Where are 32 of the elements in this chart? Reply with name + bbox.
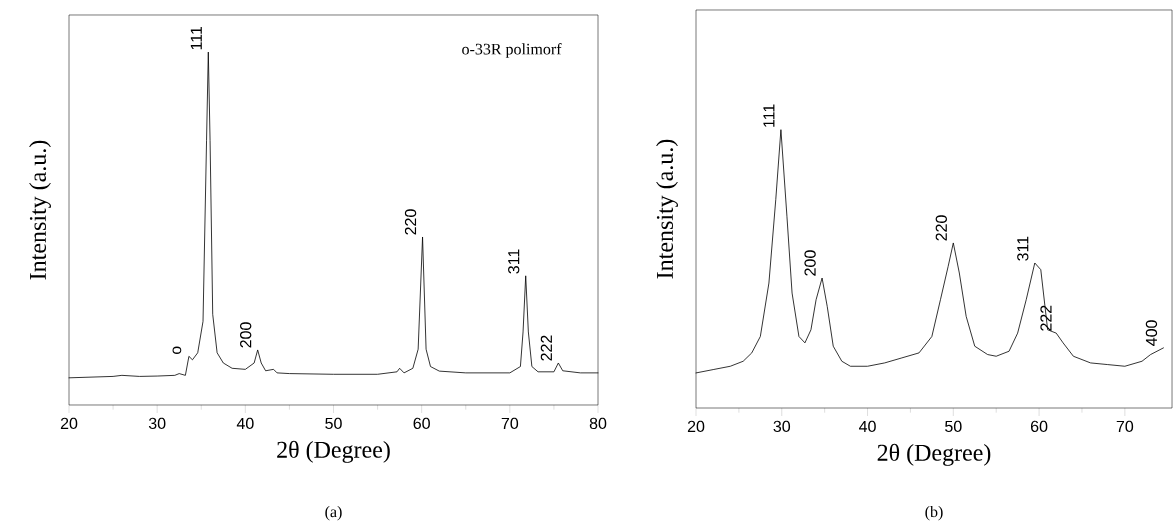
x-tick-label: 80 <box>589 417 607 430</box>
x-axis-title: 2θ (Degree) <box>877 443 991 466</box>
text: (a) <box>325 505 342 521</box>
annotation: o <box>172 346 182 355</box>
annotation: 400 <box>1145 320 1158 346</box>
annotation: 222 <box>1040 305 1052 331</box>
x-tick-label: 30 <box>773 420 791 433</box>
annotation: 220 <box>404 209 417 235</box>
x-axis-title: 2θ (Degree) <box>277 440 390 463</box>
x-tick-label: 70 <box>1116 420 1134 433</box>
x-tick-label: 50 <box>945 420 962 433</box>
y-axis-title: Intensity (a.u.) <box>29 140 51 280</box>
x-tick-label: 60 <box>413 417 430 430</box>
annotation: 222 <box>540 335 552 361</box>
text: (b) <box>925 505 943 521</box>
annotation: 311 <box>1017 236 1029 261</box>
annotation: 200 <box>804 250 816 276</box>
annotation: 311 <box>508 249 520 274</box>
annotation: 111 <box>763 104 775 127</box>
annotation: 220 <box>935 215 947 241</box>
annotation: 111 <box>190 26 202 50</box>
x-tick-label: 70 <box>501 417 519 430</box>
x-tick-label: 40 <box>236 417 254 430</box>
annotation: o-33R polimorf <box>462 43 562 58</box>
x-tick-label: 40 <box>859 420 876 433</box>
x-tick-label: 60 <box>1031 420 1048 433</box>
x-tick-label: 20 <box>687 420 705 433</box>
annotation: 200 <box>240 322 252 348</box>
y-axis-title: Intensity (a.u.) <box>656 139 678 279</box>
x-tick-label: 50 <box>325 417 342 430</box>
x-tick-label: 20 <box>60 417 78 430</box>
x-tick-label: 30 <box>148 417 166 430</box>
